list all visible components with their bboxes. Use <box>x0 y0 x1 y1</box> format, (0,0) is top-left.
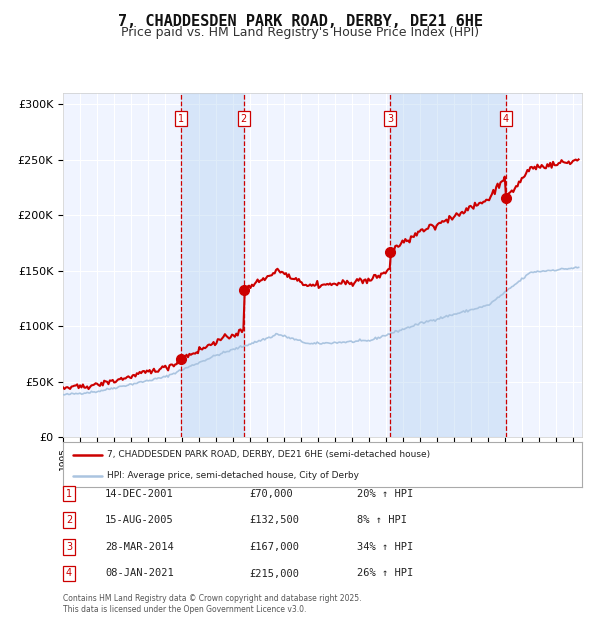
Text: 14-DEC-2001: 14-DEC-2001 <box>105 489 174 498</box>
Bar <box>390 93 506 437</box>
Text: 3: 3 <box>66 542 72 552</box>
Bar <box>181 93 244 437</box>
Text: 34% ↑ HPI: 34% ↑ HPI <box>357 542 413 552</box>
Text: 7, CHADDESDEN PARK ROAD, DERBY, DE21 6HE: 7, CHADDESDEN PARK ROAD, DERBY, DE21 6HE <box>118 14 482 29</box>
Text: 08-JAN-2021: 08-JAN-2021 <box>105 569 174 578</box>
Text: 4: 4 <box>503 113 509 123</box>
Text: Contains HM Land Registry data © Crown copyright and database right 2025.
This d: Contains HM Land Registry data © Crown c… <box>63 595 361 614</box>
Text: 26% ↑ HPI: 26% ↑ HPI <box>357 569 413 578</box>
Text: 8% ↑ HPI: 8% ↑ HPI <box>357 515 407 525</box>
Text: 4: 4 <box>66 569 72 578</box>
Text: £132,500: £132,500 <box>249 515 299 525</box>
Text: 15-AUG-2005: 15-AUG-2005 <box>105 515 174 525</box>
Text: £167,000: £167,000 <box>249 542 299 552</box>
Text: £215,000: £215,000 <box>249 569 299 578</box>
Text: HPI: Average price, semi-detached house, City of Derby: HPI: Average price, semi-detached house,… <box>107 471 359 480</box>
Text: 20% ↑ HPI: 20% ↑ HPI <box>357 489 413 498</box>
Text: 2: 2 <box>66 515 72 525</box>
Text: 28-MAR-2014: 28-MAR-2014 <box>105 542 174 552</box>
Text: £70,000: £70,000 <box>249 489 293 498</box>
Text: 3: 3 <box>387 113 393 123</box>
Text: 1: 1 <box>178 113 184 123</box>
Text: 1: 1 <box>66 489 72 498</box>
Text: Price paid vs. HM Land Registry's House Price Index (HPI): Price paid vs. HM Land Registry's House … <box>121 26 479 39</box>
Text: 7, CHADDESDEN PARK ROAD, DERBY, DE21 6HE (semi-detached house): 7, CHADDESDEN PARK ROAD, DERBY, DE21 6HE… <box>107 450 430 459</box>
Text: 2: 2 <box>241 113 247 123</box>
